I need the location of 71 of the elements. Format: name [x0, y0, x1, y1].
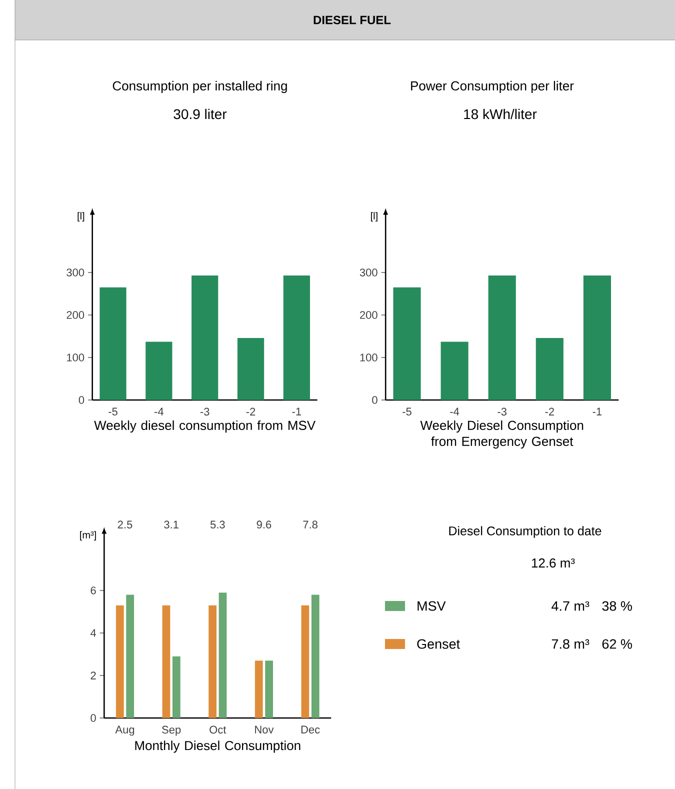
bar — [301, 605, 310, 718]
text: 7.8 — [303, 520, 318, 528]
bar — [583, 275, 611, 400]
bar — [311, 594, 320, 718]
bar — [265, 660, 274, 718]
x-tick-label: Aug — [115, 726, 134, 736]
text: Consumption per installed ring — [112, 80, 287, 94]
text: Power Consumption per liter — [411, 80, 574, 94]
y-tick-label: 200 — [66, 311, 84, 319]
bar — [208, 605, 216, 718]
text: 3.1 — [164, 520, 178, 528]
bar — [536, 338, 564, 400]
bar — [237, 338, 264, 400]
text: Diesel Consumption to date — [449, 526, 602, 538]
text: 18 kWh/liter — [464, 108, 537, 120]
bar — [283, 275, 310, 400]
y-tick-label: 300 — [360, 268, 378, 276]
y-axis-title: [l] — [78, 212, 84, 222]
text: 62 % — [602, 639, 632, 649]
x-tick-label: -3 — [498, 408, 507, 416]
bar — [146, 342, 172, 400]
text: 7.8 m³ — [552, 639, 590, 649]
x-tick-label: Sep — [162, 726, 181, 736]
y-tick-label: 0 — [90, 714, 96, 722]
x-tick-label: -4 — [450, 408, 460, 416]
legend-label: MSV — [418, 601, 446, 611]
x-axis-title: Weekly diesel consumption from MSV — [94, 420, 316, 433]
text: 4.7 m³ — [552, 601, 590, 611]
bar — [440, 342, 468, 400]
x-axis-title: Weekly Diesel Consumption from Emergency Genset — [420, 420, 584, 449]
y-tick-label: 6 — [90, 586, 96, 594]
bar — [218, 592, 227, 718]
y-tick-label: 100 — [360, 354, 378, 362]
y-axis-title: [m³] — [80, 531, 96, 540]
x-tick-label: -1 — [292, 408, 302, 416]
y-tick-label: 4 — [90, 629, 96, 637]
x-tick-label: Oct — [210, 726, 226, 734]
x-tick-label: -2 — [545, 408, 554, 416]
text: 5.3 — [210, 520, 225, 528]
bar — [254, 660, 263, 718]
y-tick-label: 300 — [66, 268, 84, 276]
x-tick-label: -5 — [108, 408, 118, 416]
bar — [172, 656, 180, 718]
y-axis-title: [l] — [371, 212, 378, 222]
bar — [393, 287, 421, 400]
text: DIESEL FUEL — [314, 16, 391, 24]
text: 30.9 liter — [174, 108, 227, 120]
y-tick-label: 200 — [360, 311, 378, 319]
bar — [192, 275, 218, 400]
bar — [126, 594, 134, 718]
bar — [488, 275, 516, 400]
text: 2.5 — [118, 520, 132, 528]
y-tick-label: 0 — [78, 396, 84, 404]
y-tick-label: 2 — [90, 672, 96, 680]
x-tick-label: -2 — [246, 408, 256, 416]
x-tick-label: -5 — [402, 408, 412, 416]
y-tick-label: 0 — [372, 396, 378, 404]
y-tick-label: 100 — [67, 354, 84, 362]
x-tick-label: -1 — [592, 408, 602, 416]
bar — [100, 287, 126, 400]
text: 12.6 m³ — [532, 558, 575, 568]
x-tick-label: Nov — [255, 726, 274, 734]
x-tick-label: -4 — [154, 408, 164, 416]
x-axis-title: Monthly Diesel Consumption — [135, 740, 300, 753]
text: 38 % — [602, 601, 632, 611]
bar — [162, 605, 170, 718]
bar — [116, 605, 124, 718]
legend-label: Genset — [417, 639, 460, 649]
x-tick-label: Dec — [301, 726, 320, 734]
x-tick-label: -3 — [200, 408, 210, 416]
text: 9.6 — [256, 520, 272, 528]
